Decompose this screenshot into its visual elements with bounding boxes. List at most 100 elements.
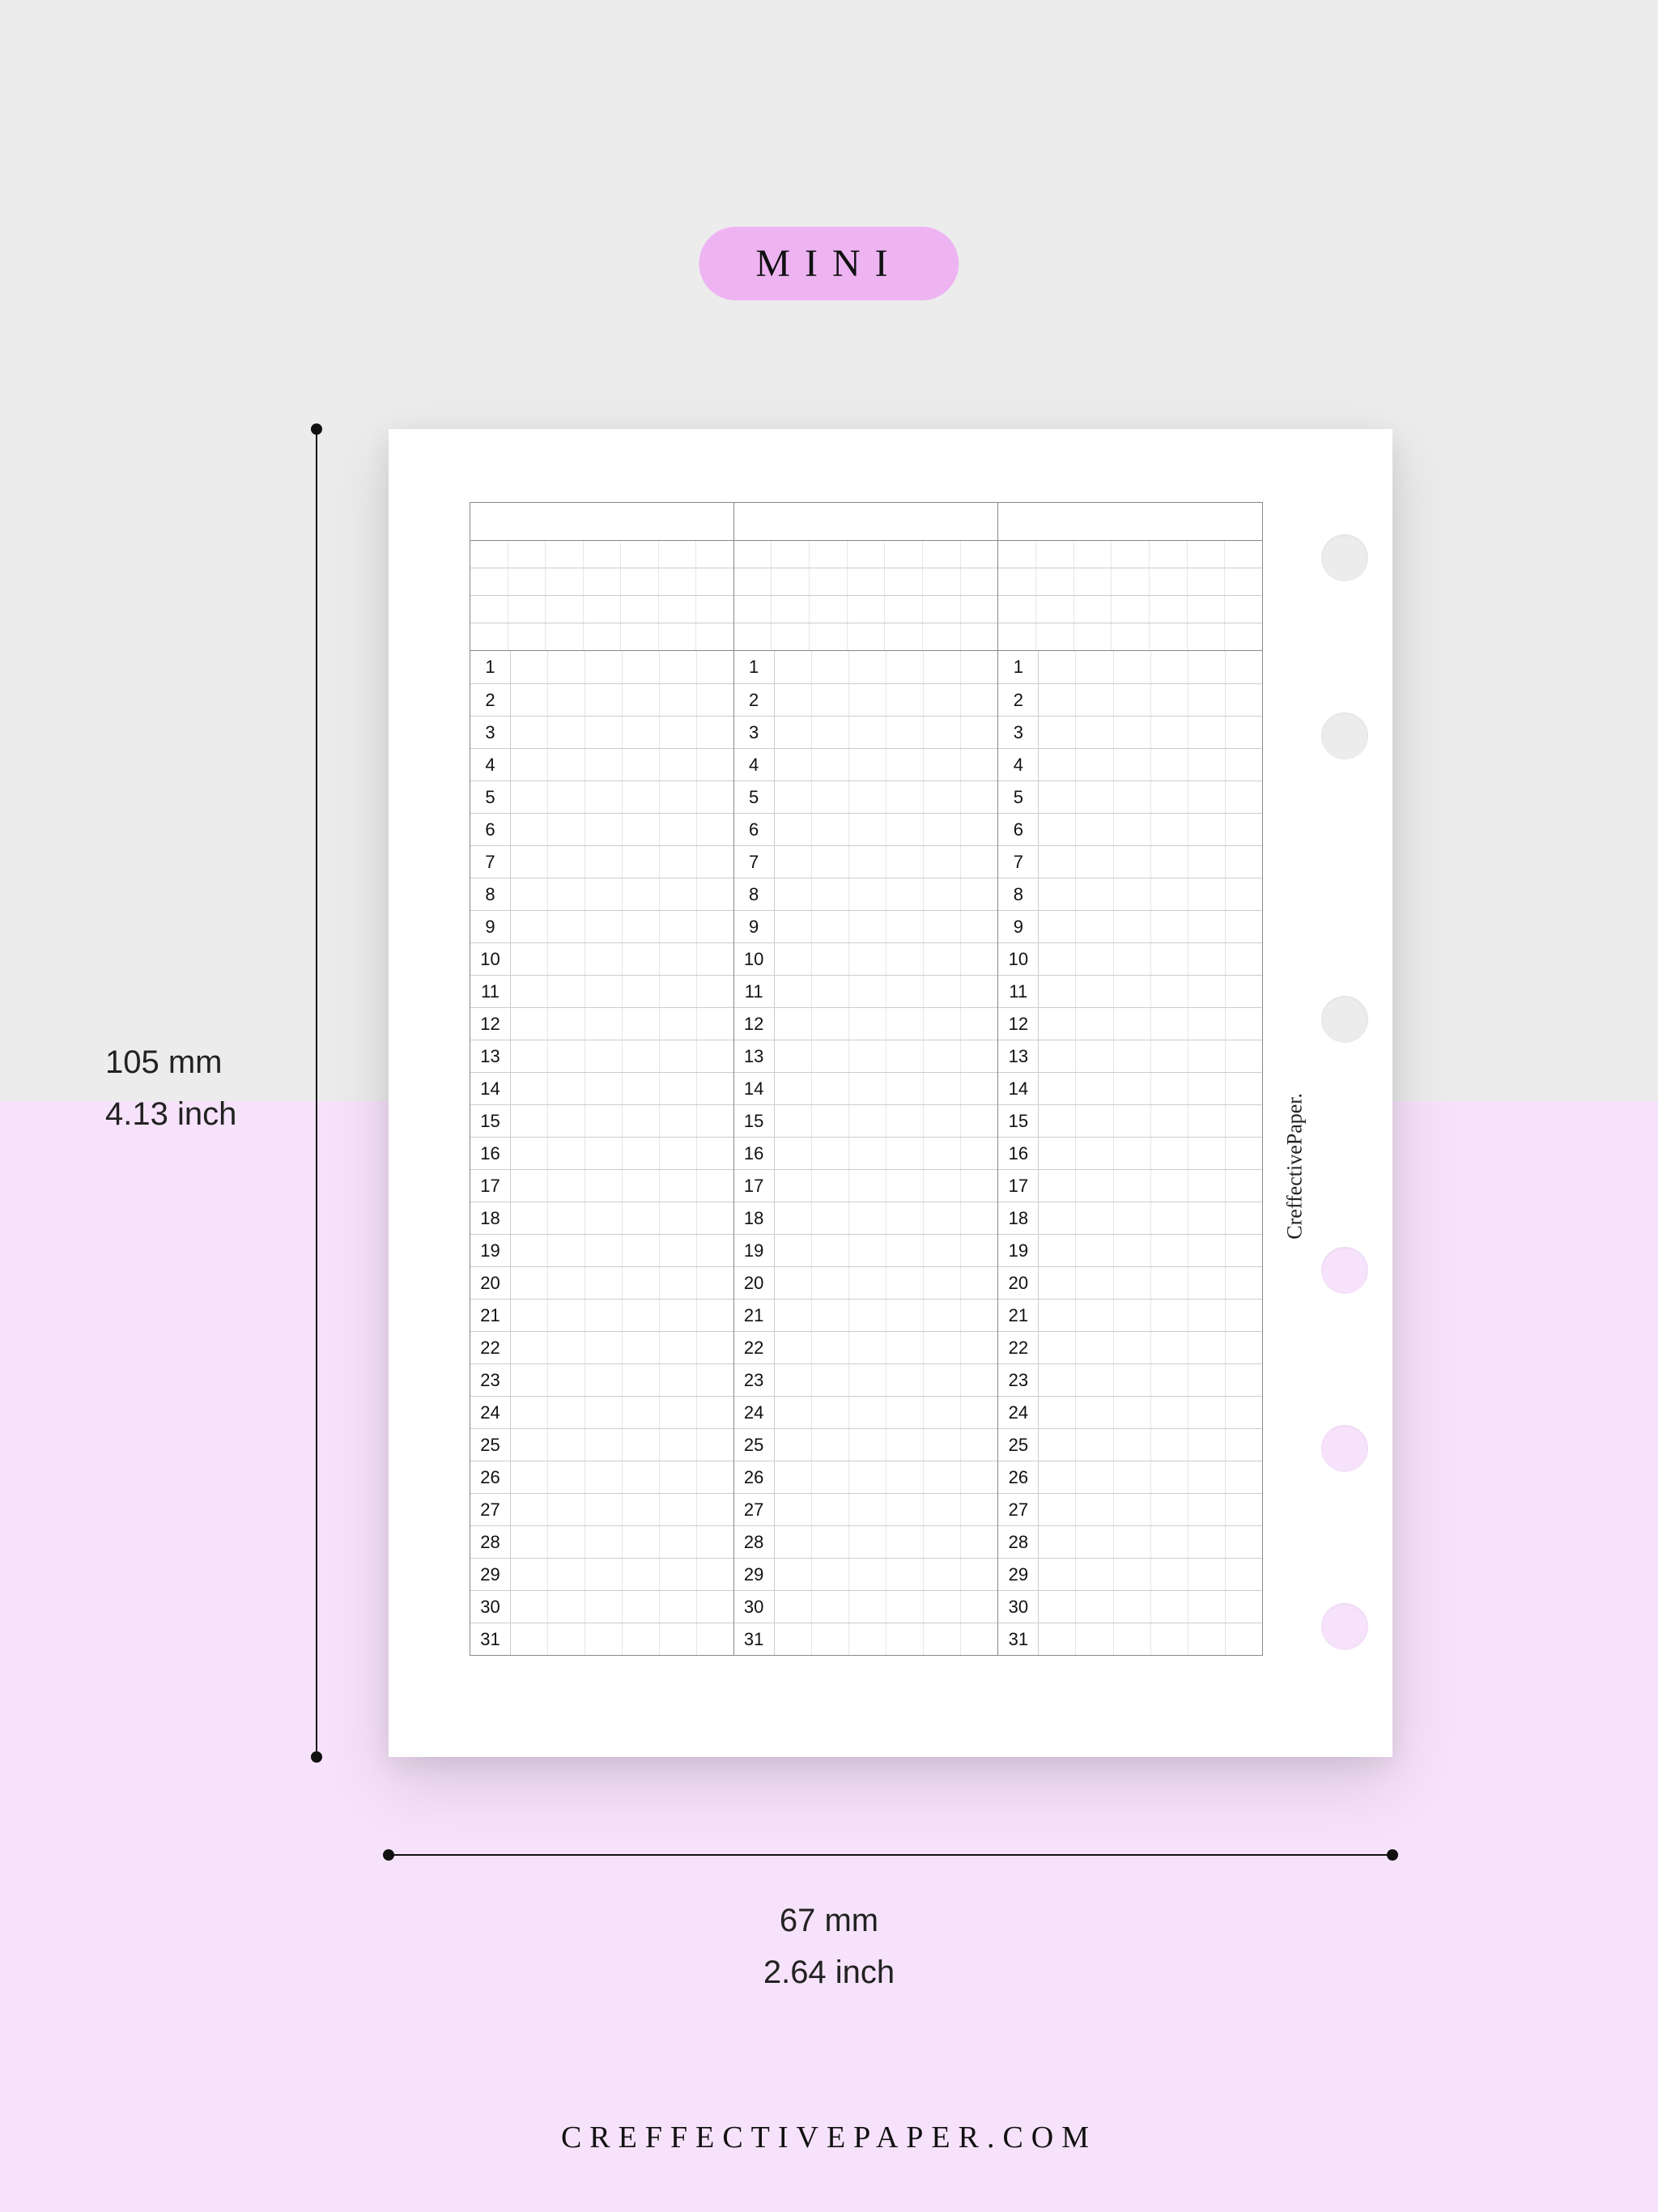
row-number-label: 3 (998, 717, 1039, 748)
tracker-cell (697, 1267, 733, 1299)
tracker-cell (812, 943, 849, 975)
row-cells (775, 1235, 998, 1266)
grid-cell (885, 568, 923, 595)
row-cells (511, 878, 733, 910)
tracker-cell (660, 1170, 697, 1202)
numbered-row: 9 (734, 910, 998, 942)
tracker-cell (924, 1040, 961, 1072)
row-cells (511, 1364, 733, 1396)
grid-cell (1225, 568, 1262, 595)
row-cells (1039, 1267, 1262, 1299)
tracker-cell (1076, 1397, 1113, 1428)
row-number-label: 4 (734, 749, 775, 781)
tracker-cell (849, 1364, 886, 1396)
row-number-label: 31 (470, 1623, 511, 1655)
numbered-row: 30 (998, 1590, 1262, 1623)
tracker-cell (961, 717, 997, 748)
numbered-row: 31 (998, 1623, 1262, 1655)
tracker-column: 1234567891011121314151617181920212223242… (734, 502, 999, 1656)
grid-cell (772, 568, 810, 595)
tracker-cell (924, 1623, 961, 1655)
tracker-cell (924, 976, 961, 1007)
dimension-line-vertical (316, 429, 317, 1757)
tracker-cell (623, 651, 660, 683)
tracker-cell (775, 651, 812, 683)
row-number-label: 4 (470, 749, 511, 781)
tracker-cell (1076, 1235, 1113, 1266)
grid-cell (848, 568, 886, 595)
row-number-label: 30 (998, 1591, 1039, 1623)
row-number-label: 19 (998, 1235, 1039, 1266)
row-cells (511, 1526, 733, 1558)
tracker-cell (775, 911, 812, 942)
tracker-cell (1188, 1105, 1226, 1137)
size-badge: MINI (699, 227, 959, 300)
tracker-cell (849, 1170, 886, 1202)
tracker-cell (775, 1008, 812, 1040)
tracker-cell (775, 749, 812, 781)
tracker-cell (660, 1623, 697, 1655)
tracker-cell (1076, 1267, 1113, 1299)
tracker-cell (1151, 878, 1188, 910)
tracker-cell (961, 1138, 997, 1169)
tracker-cell (1039, 911, 1076, 942)
numbered-row: 25 (734, 1428, 998, 1461)
tracker-cell (1151, 1526, 1188, 1558)
row-cells (511, 943, 733, 975)
numbered-row: 31 (470, 1623, 733, 1655)
tracker-cell (548, 1300, 585, 1331)
width-mm: 67 mm (0, 1895, 1658, 1946)
row-cells (1039, 878, 1262, 910)
numbered-row: 30 (734, 1590, 998, 1623)
grid-cell (659, 623, 697, 650)
tracker-cell (1151, 1559, 1188, 1590)
row-number-label: 29 (470, 1559, 511, 1590)
tracker-cell (548, 1364, 585, 1396)
row-cells (1039, 1040, 1262, 1072)
tracker-cell (924, 1461, 961, 1493)
grid-cell (961, 623, 998, 650)
grid-row (998, 596, 1262, 623)
tracker-cell (924, 781, 961, 813)
grid-cell (961, 568, 998, 595)
tracker-cell (1151, 1170, 1188, 1202)
tracker-cell (1188, 1008, 1226, 1040)
tracker-cell (1188, 1494, 1226, 1525)
tracker-cell (961, 1105, 997, 1137)
row-cells (775, 1073, 998, 1104)
row-number-label: 26 (470, 1461, 511, 1493)
tracker-cell (623, 1138, 660, 1169)
tracker-cell (775, 1105, 812, 1137)
tracker-cell (849, 684, 886, 716)
numbered-row: 4 (998, 748, 1262, 781)
row-number-label: 30 (470, 1591, 511, 1623)
tracker-cell (1226, 1300, 1262, 1331)
tracker-cell (1076, 1105, 1113, 1137)
row-cells (511, 749, 733, 781)
row-number-label: 16 (734, 1138, 775, 1169)
row-number-label: 27 (998, 1494, 1039, 1525)
tracker-cell (1039, 1073, 1076, 1104)
grid-cell (546, 596, 584, 623)
tracker-cell (623, 717, 660, 748)
grid-cell (546, 623, 584, 650)
tracker-cell (886, 846, 924, 878)
numbered-row: 26 (998, 1461, 1262, 1493)
row-number-label: 21 (470, 1300, 511, 1331)
row-number-label: 12 (734, 1008, 775, 1040)
tracker-cell (1188, 943, 1226, 975)
row-cells (775, 684, 998, 716)
tracker-cell (660, 1461, 697, 1493)
row-cells (511, 1170, 733, 1202)
tracker-cell (1039, 749, 1076, 781)
tracker-cell (660, 1073, 697, 1104)
tracker-cell (511, 814, 548, 845)
tracker-cell (886, 717, 924, 748)
tracker-cell (812, 976, 849, 1007)
tracker-cell (849, 878, 886, 910)
tracker-column: 1234567891011121314151617181920212223242… (470, 502, 734, 1656)
numbered-row: 14 (734, 1072, 998, 1104)
tracker-cell (812, 878, 849, 910)
tracker-cell (1076, 943, 1113, 975)
tracker-cell (775, 1267, 812, 1299)
